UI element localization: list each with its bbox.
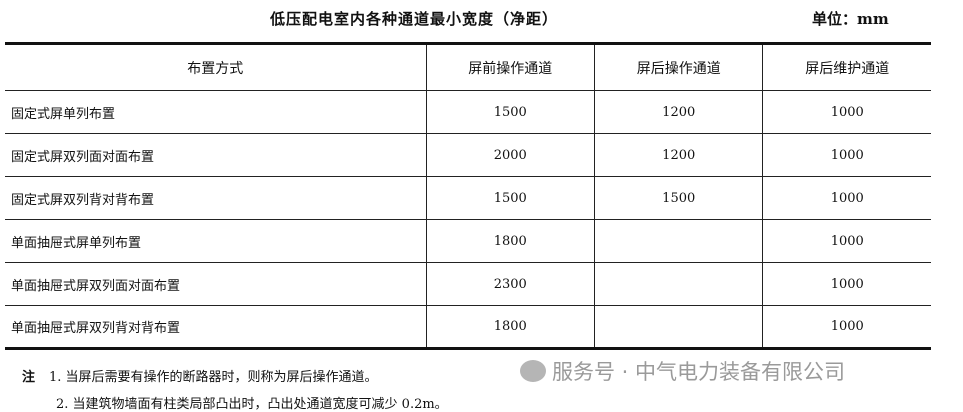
header-layout: 布置方式: [5, 43, 426, 91]
header-front-operation: 屏前操作通道: [425, 43, 595, 91]
cell: 单面抽屉式屏单列布置: [5, 219, 426, 263]
cell: 1000: [762, 90, 931, 134]
table-header-row: 布置方式 屏前操作通道 屏后操作通道 屏后维护通道: [5, 43, 931, 91]
cell: 单面抽屉式屏双列面对面布置: [5, 262, 426, 306]
note-text: 1. 当屏后需要有操作的断路器时，则称为屏后操作通道。: [49, 370, 378, 385]
watermark-text: 服务号 · 中气电力装备有限公司: [552, 360, 846, 384]
cell: 1200: [593, 90, 763, 134]
table-row: 单面抽屉式屏单列布置 1800 1000: [5, 219, 931, 263]
header-rear-operation: 屏后操作通道: [593, 43, 763, 91]
cell: 2000: [425, 133, 595, 177]
table-row: 固定式屏单列布置 1500 1200 1000: [5, 90, 931, 134]
unit-label: 单位：mm: [812, 10, 889, 28]
cell: 1000: [762, 176, 931, 220]
cell: [593, 262, 763, 306]
cell: 1000: [762, 219, 931, 263]
channel-width-table: 布置方式 屏前操作通道 屏后操作通道 屏后维护通道 固定式屏单列布置 1500 12…: [5, 42, 931, 350]
table-row: 固定式屏双列面对面布置 2000 1200 1000: [5, 133, 931, 177]
cell: 1500: [425, 90, 595, 134]
cell: 1800: [425, 305, 595, 349]
cell: [593, 305, 763, 349]
header-rear-maintenance: 屏后维护通道: [762, 43, 931, 91]
cell: 1800: [425, 219, 595, 263]
cell: 1500: [425, 176, 595, 220]
table-row: 单面抽屉式屏双列背对背布置 1800 1000: [5, 305, 931, 349]
cell: 固定式屏双列背对背布置: [5, 176, 426, 220]
cell: 2300: [425, 262, 595, 306]
note-1: 注 1. 当屏后需要有操作的断路器时，则称为屏后操作通道。: [22, 366, 378, 385]
cell: 1000: [762, 262, 931, 306]
cell: 固定式屏单列布置: [5, 90, 426, 134]
cell: 1500: [593, 176, 763, 220]
table-title: 低压配电室内各种通道最小宽度（净距）: [270, 10, 559, 28]
wechat-icon: [520, 360, 546, 382]
cell: [593, 219, 763, 263]
cell: 固定式屏双列面对面布置: [5, 133, 426, 177]
note-2: 2. 当建筑物墙面有柱类局部凸出时，凸出处通道宽度可减少 0.2m。: [56, 393, 448, 412]
note-label: 注: [22, 370, 36, 385]
cell: 单面抽屉式屏双列背对背布置: [5, 305, 426, 349]
cell: 1000: [762, 133, 931, 177]
cell: 1000: [762, 305, 931, 349]
cell: 1200: [593, 133, 763, 177]
watermark: 服务号 · 中气电力装备有限公司: [520, 356, 845, 386]
table-row: 固定式屏双列背对背布置 1500 1500 1000: [5, 176, 931, 220]
note-text: 2. 当建筑物墙面有柱类局部凸出时，凸出处通道宽度可减少 0.2m。: [56, 397, 448, 412]
table-row: 单面抽屉式屏双列面对面布置 2300 1000: [5, 262, 931, 306]
